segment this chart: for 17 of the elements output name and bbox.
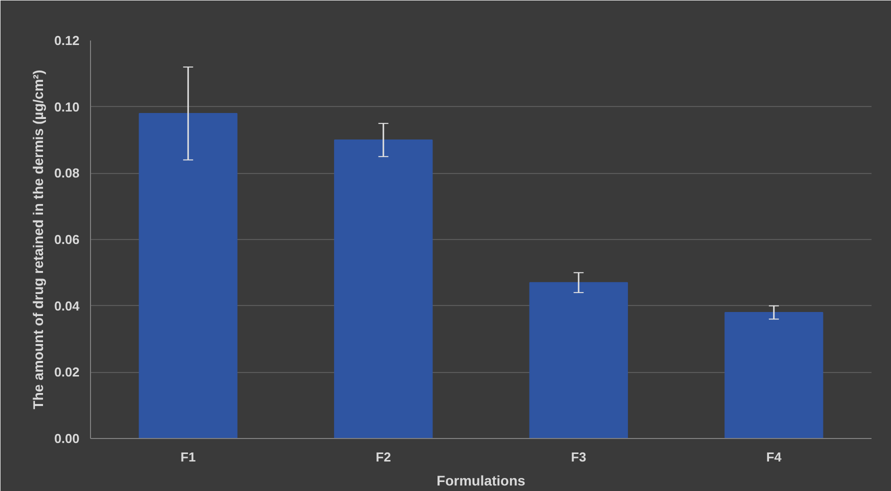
bar bbox=[334, 140, 433, 438]
x-tick-label: F3 bbox=[571, 450, 586, 464]
x-tick-label: F1 bbox=[180, 450, 196, 464]
y-tick-label: 0.08 bbox=[54, 166, 80, 181]
y-tick-label: 0.12 bbox=[54, 33, 80, 48]
bar bbox=[529, 282, 628, 438]
x-axis-title: Formulations bbox=[436, 472, 526, 488]
y-tick-label: 0.04 bbox=[54, 298, 80, 314]
y-tick-label: 0.10 bbox=[54, 99, 80, 114]
y-axis-title: The amount of drug retained in the dermis (µg/cm²) bbox=[30, 70, 46, 410]
x-tick-label: F2 bbox=[376, 450, 391, 464]
y-tick-label: 0.06 bbox=[54, 232, 80, 247]
y-tick-label: 0.02 bbox=[54, 364, 80, 380]
x-tick-label: F4 bbox=[766, 450, 782, 464]
bar bbox=[724, 312, 824, 438]
bar bbox=[138, 112, 238, 438]
y-tick-label: 0.00 bbox=[54, 431, 80, 446]
